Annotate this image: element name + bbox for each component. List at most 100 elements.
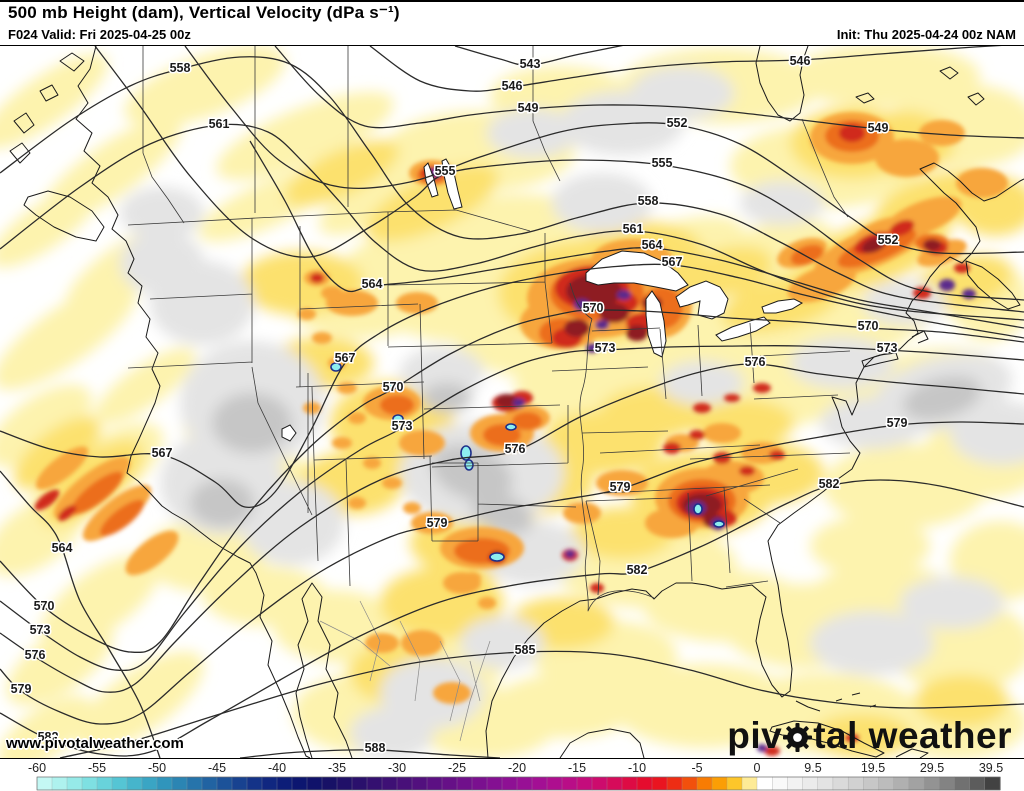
logo-text-left: piv (727, 715, 783, 756)
contour-label: 552 (667, 116, 688, 130)
colorbar-cell (939, 776, 956, 791)
brand-logo: piv tal weather (727, 717, 1012, 754)
colorbar-cell (832, 776, 849, 791)
init-time: Init: Thu 2025-04-24 00z NAM (836, 27, 1016, 42)
colorbar-tick: -45 (208, 761, 226, 775)
colorbar-cell (969, 776, 986, 791)
colorbar-cell (893, 776, 910, 791)
geography-layer (9, 46, 1024, 758)
colorbar-cell (96, 776, 113, 791)
colorbar-tick: 0 (754, 761, 761, 775)
colorbar-cell (787, 776, 804, 791)
contour-label: 576 (745, 355, 766, 369)
colorbar-cell (878, 776, 895, 791)
contour-label: 576 (505, 442, 526, 456)
watermark: www.pivotalweather.com (6, 735, 184, 752)
contour-label: 585 (515, 643, 536, 657)
colorbar-cell (36, 776, 53, 791)
colorbar-cell (621, 776, 638, 791)
colorbar-tick: -10 (628, 761, 646, 775)
colorbar-cell (726, 776, 743, 791)
colorbar-cell (863, 776, 880, 791)
contour-label: 579 (427, 516, 448, 530)
colorbar-cell (817, 776, 834, 791)
colorbar-cell (186, 776, 203, 791)
contour-label: 543 (520, 57, 541, 71)
height-contour-543 (454, 46, 623, 66)
colorbar-cell (261, 776, 278, 791)
contour-label: 582 (38, 730, 59, 744)
contour-label: 579 (11, 682, 32, 696)
contour-label: 579 (610, 480, 631, 494)
colorbar-cell (666, 776, 683, 791)
colorbar-cell (711, 776, 728, 791)
contour-label: 549 (868, 121, 889, 135)
height-contour-558 (0, 56, 1024, 313)
colorbar-cell (923, 776, 940, 791)
colorbar-cell (772, 776, 789, 791)
colorbar-cell (651, 776, 668, 791)
colorbar-cell (141, 776, 158, 791)
contour-label: 579 (887, 416, 908, 430)
height-contour-552 (184, 46, 1024, 255)
contour-label: 588 (365, 741, 386, 755)
contour-label: 570 (383, 380, 404, 394)
colorbar-tick: -5 (691, 761, 702, 775)
height-contour-567 (0, 263, 1024, 509)
colorbar-cell (501, 776, 518, 791)
colorbar-cell (681, 776, 698, 791)
contour-label: 546 (502, 79, 523, 93)
height-contour-564 (249, 140, 1024, 329)
logo-text-right: tal weather (813, 715, 1012, 756)
contour-label: 570 (583, 301, 604, 315)
colorbar-scale: -60 -55 -50 -45 -40 -35 -30 -25 -20 -15 -10 -5 0 9.5 1… (28, 761, 1003, 791)
contour-layer (0, 46, 1024, 758)
height-contour-573 (0, 344, 1024, 672)
colorbar: -60 -55 -50 -45 -40 -35 -30 -25 -20 -15 -10 -5 0 9.5 1… (0, 759, 1024, 791)
colorbar-cell (531, 776, 548, 791)
colorbar-cell (471, 776, 488, 791)
colorbar-tick: 39.5 (979, 761, 1003, 775)
colorbar-cell (216, 776, 233, 791)
contour-label: 564 (52, 541, 73, 555)
colorbar-cell (321, 776, 338, 791)
colorbar-cell (576, 776, 593, 791)
colorbar-cell (66, 776, 83, 791)
colorbar-cell (456, 776, 473, 791)
contour-label: 561 (623, 222, 644, 236)
colorbar-cell (802, 776, 819, 791)
colorbar-cell (546, 776, 563, 791)
contour-label: 555 (652, 156, 673, 170)
colorbar-cell (426, 776, 443, 791)
colorbar-cell (411, 776, 428, 791)
height-contour-549 (274, 46, 1024, 139)
colorbar-cell (156, 776, 173, 791)
contour-label: 573 (30, 623, 51, 637)
map-frame: 543 546 546 549 549 552 552 555 555 558 558 561 561 5… (0, 45, 1024, 759)
colorbar-tick: -50 (148, 761, 166, 775)
colorbar-cell (486, 776, 503, 791)
uvv-bullseyes (330, 362, 725, 562)
height-contour-579 (0, 421, 1024, 725)
height-contour-555 (94, 46, 1024, 301)
contour-label: 567 (335, 351, 356, 365)
contour-label: 567 (152, 446, 173, 460)
height-contour-570 (0, 309, 1024, 654)
colorbar-tick: -30 (388, 761, 406, 775)
colorbar-cell (351, 776, 368, 791)
colorbar-cell (51, 776, 68, 791)
height-contour-585 (59, 650, 1024, 758)
contour-label: 552 (878, 233, 899, 247)
colorbar-cell (741, 776, 758, 791)
colorbar-tick: 9.5 (804, 761, 821, 775)
height-contour-564 (0, 470, 161, 758)
colorbar-cell (81, 776, 98, 791)
colorbar-cell (381, 776, 398, 791)
colorbar-cell (306, 776, 323, 791)
colorbar-tick: -60 (28, 761, 46, 775)
page-title: 500 mb Height (dam), Vertical Velocity (… (8, 3, 400, 22)
height-contour-546 (369, 46, 1002, 92)
colorbar-cell (231, 776, 248, 791)
gear-icon (783, 723, 813, 752)
